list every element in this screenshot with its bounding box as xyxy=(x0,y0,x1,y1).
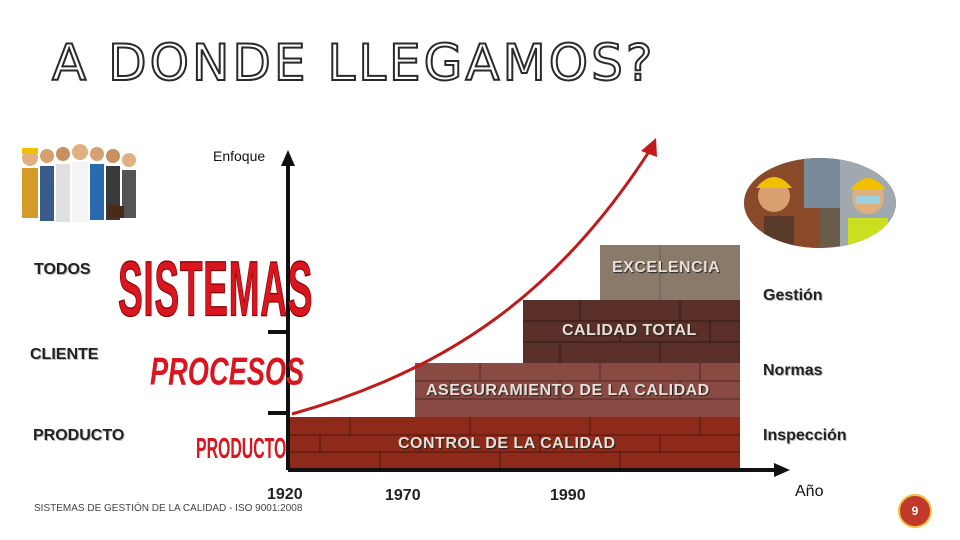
year-1970: 1970 xyxy=(385,487,421,504)
y-axis-label: Enfoque xyxy=(213,148,266,164)
step-control-label: CONTROL DE LA CALIDAD xyxy=(398,435,616,452)
step-calidad-total-label: CALIDAD TOTAL xyxy=(562,322,697,339)
x-axis-label: Año xyxy=(795,483,824,500)
growth-curve-arrowhead xyxy=(641,138,657,157)
step-calidad-total-block xyxy=(523,300,740,363)
step-aseguramiento-label: ASEGURAMIENTO DE LA CALIDAD xyxy=(426,382,710,399)
word-sistemas: SISTEMAS xyxy=(118,245,314,333)
level-producto: PRODUCTO xyxy=(33,427,125,444)
label-inspeccion: Inspección xyxy=(763,427,847,444)
step-aseguramiento-block xyxy=(415,363,740,417)
y-axis xyxy=(281,150,295,470)
year-1920: 1920 xyxy=(267,486,303,503)
footer-text: SISTEMAS DE GESTIÓN DE LA CALIDAD - ISO … xyxy=(34,503,303,514)
page-title: A DONDE LLEGAMOS? xyxy=(51,33,656,93)
workers-group-photo xyxy=(12,128,142,238)
step-excelencia-block xyxy=(600,245,740,300)
x-axis xyxy=(288,463,790,477)
label-gestion: Gestión xyxy=(763,287,823,304)
word-procesos: PROCESOS xyxy=(150,350,305,394)
page-number-badge: 9 xyxy=(898,494,932,528)
word-producto: PRODUCTO xyxy=(196,432,287,465)
year-1990: 1990 xyxy=(550,487,586,504)
level-cliente: CLIENTE xyxy=(30,346,99,363)
industrial-workers-photo xyxy=(744,158,896,248)
level-todos: TODOS xyxy=(34,261,91,278)
growth-curve xyxy=(291,149,652,416)
label-normas: Normas xyxy=(763,362,823,379)
step-control-block xyxy=(290,417,740,470)
step-excelencia-label: EXCELENCIA xyxy=(612,259,721,276)
